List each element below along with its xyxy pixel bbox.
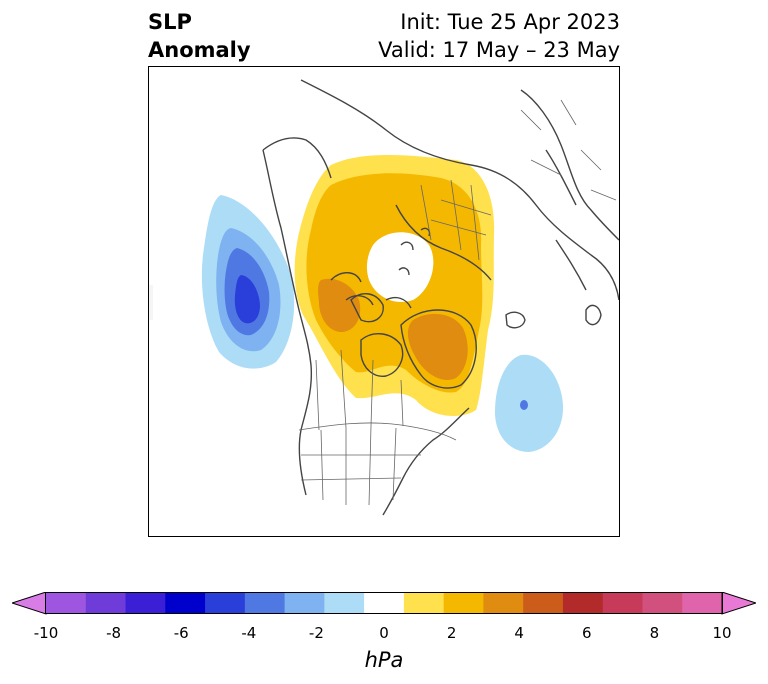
colorbar-cell bbox=[483, 592, 524, 614]
us-canada-border bbox=[298, 422, 457, 441]
colorbar-cell bbox=[284, 592, 325, 614]
colorbar-tick-label: 6 bbox=[582, 624, 592, 642]
coastlines bbox=[262, 79, 619, 516]
colorbar-tick-label: -4 bbox=[241, 624, 257, 642]
colorbar-tick-label: 10 bbox=[712, 624, 732, 642]
colorbar-unit-label: hPa bbox=[364, 648, 404, 672]
positive-anomaly-core-east bbox=[407, 313, 468, 380]
canadian-archipelago bbox=[350, 293, 384, 323]
colorbar-tick-label: -6 bbox=[173, 624, 189, 642]
colorbar-tick-label: -10 bbox=[33, 624, 59, 642]
colorbar-tick-label: 4 bbox=[514, 624, 524, 642]
na-east-coastline bbox=[382, 407, 470, 516]
colorbar-tick-label: 2 bbox=[446, 624, 457, 642]
date-info: Init: Tue 25 Apr 2023 Valid: 17 May – 23… bbox=[378, 8, 620, 64]
negative-anomaly-west-core bbox=[234, 275, 260, 324]
colorbar-extend-min bbox=[12, 592, 47, 615]
negative-anomaly-atlantic-outer bbox=[495, 354, 564, 452]
colorbar-cell bbox=[682, 592, 723, 614]
colorbar-cell bbox=[443, 592, 484, 614]
colorbar-cells bbox=[12, 592, 756, 615]
colorbar bbox=[12, 592, 756, 615]
init-date: Init: Tue 25 Apr 2023 bbox=[400, 10, 620, 34]
colorbar-cell bbox=[523, 592, 564, 614]
europe-coast bbox=[520, 89, 619, 241]
alaska bbox=[262, 137, 332, 179]
valid-range: Valid: 17 May – 23 May bbox=[378, 38, 620, 62]
colorbar-cell bbox=[602, 592, 643, 614]
colorbar-cell bbox=[403, 592, 445, 614]
colorbar-cell bbox=[125, 592, 166, 614]
title-line-1: SLP bbox=[148, 10, 192, 34]
positive-anomaly-core-west bbox=[318, 278, 361, 333]
colorbar-cell bbox=[165, 592, 206, 614]
russia-north-coast bbox=[395, 204, 492, 281]
canada-province-borders bbox=[315, 349, 404, 431]
colorbar-cell bbox=[324, 592, 365, 614]
colorbar-tick-label: 8 bbox=[649, 624, 660, 642]
arctic-ocean-islands bbox=[398, 227, 431, 276]
colorbar-cell bbox=[562, 592, 604, 614]
russia-region-borders bbox=[420, 179, 492, 261]
colorbar-tick-label: -2 bbox=[308, 624, 324, 642]
colorbar-cell bbox=[205, 592, 246, 614]
colorbar-cell bbox=[364, 592, 405, 614]
edge-neutral-strip bbox=[149, 285, 153, 320]
na-west-coastline bbox=[262, 149, 313, 496]
arctic-islands bbox=[330, 272, 412, 309]
iceland bbox=[505, 311, 526, 329]
colorbar-tick-label: 0 bbox=[379, 624, 389, 642]
scandinavia bbox=[545, 149, 587, 291]
colorbar-tick-label: -8 bbox=[106, 624, 122, 642]
colorbar-extend-max bbox=[721, 592, 756, 615]
colorbar-cell bbox=[85, 592, 127, 614]
colorbar-outline bbox=[45, 592, 723, 614]
map-title: SLP Anomaly bbox=[148, 8, 251, 64]
hudson-bay bbox=[360, 333, 404, 377]
eurasia-coastline bbox=[300, 79, 619, 301]
colorbar-cell bbox=[46, 592, 87, 614]
us-state-borders bbox=[300, 425, 421, 506]
british-isles bbox=[585, 304, 602, 326]
greenland bbox=[400, 309, 477, 389]
colorbar-cell bbox=[642, 592, 683, 614]
negative-anomaly-atlantic-core bbox=[520, 400, 528, 410]
title-line-2: Anomaly bbox=[148, 38, 251, 62]
political-borders bbox=[298, 99, 617, 506]
neutral-pole-area bbox=[366, 232, 434, 302]
europe-borders bbox=[520, 99, 617, 201]
anomaly-fills bbox=[149, 155, 564, 452]
map-panel bbox=[148, 66, 620, 537]
colorbar-cell bbox=[244, 592, 286, 614]
